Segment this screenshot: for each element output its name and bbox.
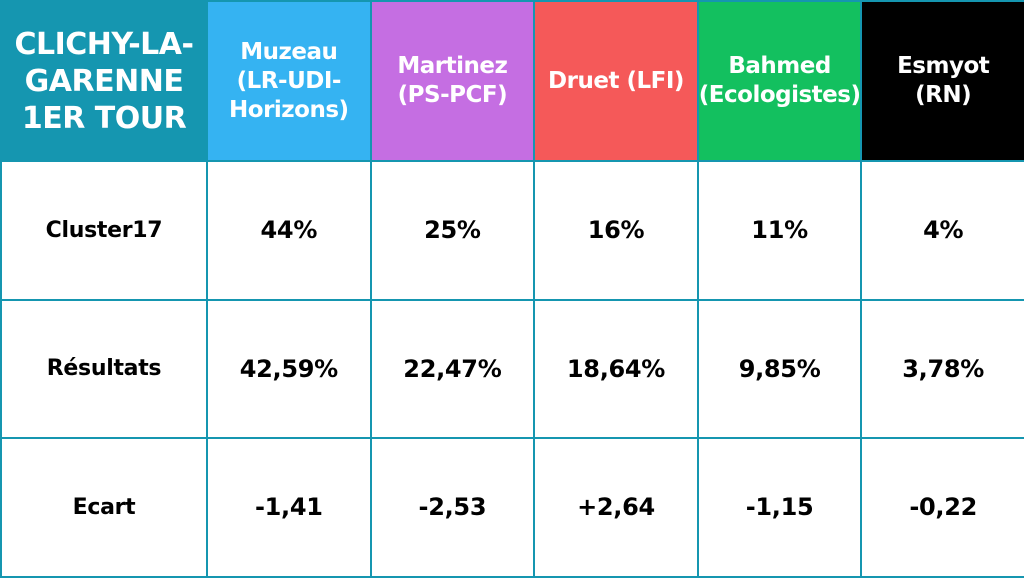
value-resultats-bahmed: 9,85% xyxy=(696,298,863,440)
row-label-ecart: Ecart xyxy=(0,437,208,578)
value-cluster17-druet: 16% xyxy=(533,160,699,301)
candidate-header-muzeau: Muzeau (LR-UDI- Horizons) xyxy=(206,0,372,162)
value-cluster17-muzeau: 44% xyxy=(206,160,372,301)
row-resultats: Résultats 42,59% 22,47% 18,64% 9,85% 3,7… xyxy=(0,298,1024,440)
candidate-header-esmyot: Esmyot (RN) xyxy=(860,0,1024,162)
table-title: CLICHY-LA- GARENNE 1ER TOUR xyxy=(0,0,208,162)
value-cluster17-esmyot: 4% xyxy=(860,160,1024,301)
candidate-header-druet: Druet (LFI) xyxy=(533,0,699,162)
value-ecart-martinez: -2,53 xyxy=(369,437,536,578)
value-ecart-esmyot: -0,22 xyxy=(860,437,1024,578)
row-cluster17: Cluster17 44% 25% 16% 11% 4% xyxy=(0,160,1024,301)
value-ecart-muzeau: -1,41 xyxy=(206,437,372,578)
candidate-header-martinez: Martinez (PS-PCF) xyxy=(369,0,536,162)
value-ecart-bahmed: -1,15 xyxy=(696,437,863,578)
value-resultats-druet: 18,64% xyxy=(533,298,699,440)
row-label-resultats: Résultats xyxy=(0,298,208,440)
value-resultats-muzeau: 42,59% xyxy=(206,298,372,440)
value-ecart-druet: +2,64 xyxy=(533,437,699,578)
value-cluster17-martinez: 25% xyxy=(369,160,536,301)
value-resultats-esmyot: 3,78% xyxy=(860,298,1024,440)
value-resultats-martinez: 22,47% xyxy=(369,298,536,440)
candidate-header-bahmed: Bahmed (Ecologistes) xyxy=(696,0,863,162)
row-label-cluster17: Cluster17 xyxy=(0,160,208,301)
value-cluster17-bahmed: 11% xyxy=(696,160,863,301)
row-ecart: Ecart -1,41 -2,53 +2,64 -1,15 -0,22 xyxy=(0,437,1024,578)
header-row: CLICHY-LA- GARENNE 1ER TOUR Muzeau (LR-U… xyxy=(0,0,1024,162)
